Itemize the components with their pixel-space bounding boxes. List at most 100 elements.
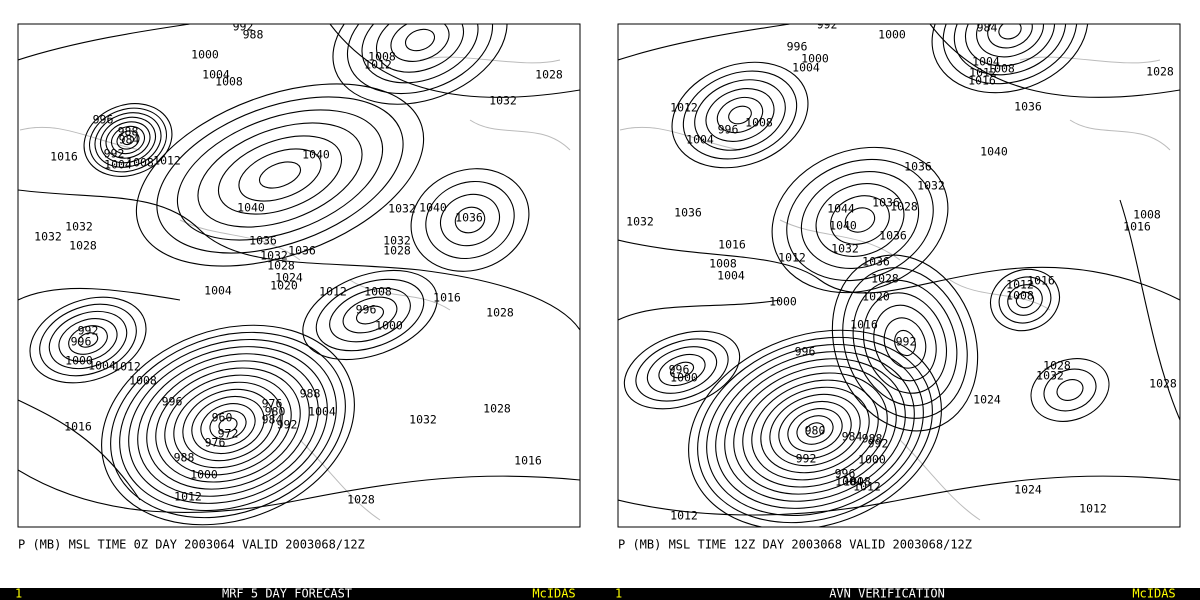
contour-label: 1000 [670,371,698,385]
contour-label: 1040 [302,148,330,162]
isobar [830,195,890,245]
isobar [137,353,319,497]
isobar [635,338,729,402]
footer-brand: McIDAS [532,587,575,600]
contour-label: 1036 [872,196,900,210]
isobar [976,24,1044,58]
isobar [942,24,1078,85]
contour-label: 988 [300,387,321,401]
contour-label: 1032 [489,94,517,108]
contour-label: 988 [243,28,264,42]
isobar [786,158,934,282]
isobar [346,24,494,95]
isobar [404,28,436,52]
contour-label: 1008 [745,116,773,130]
isobar [200,403,256,447]
footer-bar [0,588,1200,600]
contour-label: 1000 [375,319,403,333]
isobar [989,268,1061,332]
contour-label: 996 [835,467,856,481]
contour-label: 1004 [202,68,230,82]
footer-title: MRF 5 DAY FORECAST [222,587,352,600]
isobar [931,24,1089,94]
contour-label: 1028 [69,239,97,253]
contour-label: 984 [262,413,283,427]
contour-label: 1032 [388,202,416,216]
isobar [964,24,1056,67]
contour-label: 1004 [972,55,1000,69]
contour-label: 1036 [1014,100,1042,114]
caption: P (MB) MSL TIME 12Z DAY 2003068 VALID 20… [618,538,972,552]
isobar [716,96,764,134]
contour-label: 1040 [829,219,857,233]
contour-label: 996 [669,363,690,377]
contour-label: 1028 [347,493,375,507]
contour-label: 996 [71,335,92,349]
isobar [998,276,1052,324]
isobar [375,24,465,73]
isobar [302,269,438,361]
isobar [218,417,238,433]
isobar [1056,379,1084,401]
isobar [315,278,425,352]
contour-label: 1008 [1133,208,1161,222]
contour-label: 992 [233,20,254,34]
contour-label: 1004 [308,405,336,419]
contour-label: 1036 [455,211,483,225]
contour-label: 1000 [65,354,93,368]
contour-label: 1032 [409,413,437,427]
contour-label: 992 [277,418,298,432]
isobar [646,346,718,394]
isobar [760,386,870,474]
isobar [356,305,384,325]
isobar [329,287,411,343]
contour-label: 1036 [674,206,702,220]
isobar [332,24,508,105]
isobar [39,303,137,377]
contour-label: 980 [265,405,286,419]
contour-label: 1028 [890,200,918,214]
isobar [844,207,876,233]
isobar [454,206,486,234]
isobar [182,388,274,462]
isobar [99,116,157,164]
isobar [156,96,404,254]
contour-label: 1012 [853,480,881,494]
contour-label: 992 [817,18,838,32]
contour-label: 996 [718,123,739,137]
contour-label: 1008 [987,62,1015,76]
contour-label: 1032 [917,179,945,193]
contour-label: 1012 [174,490,202,504]
footer-title: AVN VERIFICATION [829,587,945,600]
contour-label: 996 [162,395,183,409]
isobar [116,130,140,150]
coastline [619,56,1171,521]
contour-label: 1000 [858,453,886,467]
isobar [88,107,168,173]
isobar [238,148,322,202]
contour-label: 976 [262,397,283,411]
contour-label: 1032 [831,242,859,256]
contour-label: 1004 [204,284,232,298]
contour-label: 992 [78,324,99,338]
isobar [110,331,346,519]
isobar [815,183,905,257]
isobar [671,61,809,169]
isobar [873,304,937,382]
isobar [173,381,283,469]
contour-label: 1040 [237,201,265,215]
footer-number: 1 [615,587,622,600]
contour-label: 1016 [514,454,542,468]
isobar [83,103,173,177]
isobar [805,422,825,438]
contour-label: 1000 [878,28,906,42]
isobar [390,24,450,62]
isobar [439,193,501,247]
isobar [258,161,302,189]
isobar [110,125,146,155]
contour-label: 1012 [1079,502,1107,516]
isobar [769,393,861,467]
map-frame [17,23,581,528]
